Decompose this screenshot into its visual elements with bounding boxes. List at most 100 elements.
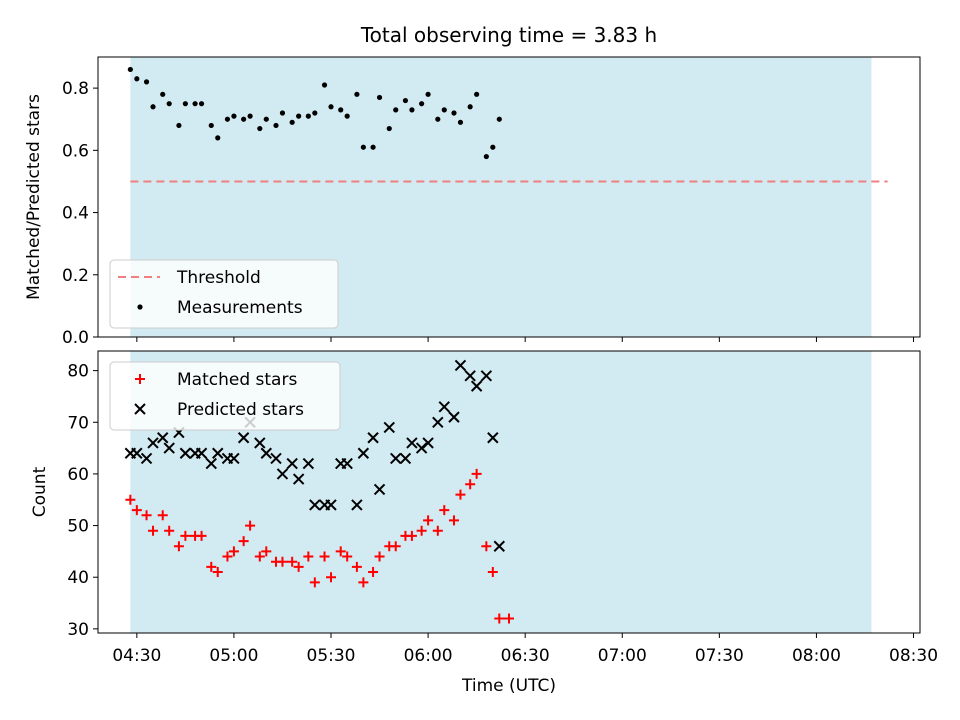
- matched-star-point: [309, 577, 320, 588]
- y-tick-label: 40: [67, 568, 89, 588]
- measurement-point: [474, 91, 480, 97]
- matched-star-point: [439, 505, 450, 516]
- predicted-star-point: [470, 380, 483, 392]
- ratio-panel: 0.0 0.2 0.4 0.6 0.8 Matched/Predicted stars Th…: [24, 56, 921, 348]
- legend-label: Threshold: [176, 268, 261, 288]
- matched-star-point: [148, 525, 159, 536]
- count-panel: 30 40 50 60 70 80 04:30 05:00 05:30 06:00 06:30 07:…: [30, 350, 938, 666]
- x-axis-label: Time (UTC): [461, 676, 556, 696]
- matched-star-point: [326, 572, 337, 583]
- predicted-star-point: [157, 432, 169, 444]
- measurement-point: [402, 97, 409, 104]
- matched-star-point: [212, 567, 223, 578]
- predicted-star-point: [212, 447, 224, 459]
- x-tick-label: 06:30: [501, 646, 550, 666]
- y-tick-label: 0.8: [62, 79, 89, 99]
- measurement-point: [467, 104, 473, 110]
- x-tick-label: 06:00: [404, 646, 453, 666]
- measurement-point: [134, 76, 140, 82]
- measurement-point: [393, 107, 399, 113]
- matched-star-point: [238, 536, 249, 547]
- y-tick-label: 60: [67, 465, 89, 485]
- predicted-star-point: [438, 401, 450, 413]
- matched-star-point: [180, 530, 191, 541]
- predicted-star-point: [454, 359, 467, 372]
- matched-star-point: [293, 561, 304, 572]
- predicted-star-point: [163, 442, 175, 454]
- predicted-star-point: [276, 468, 289, 480]
- measurement-point: [328, 104, 334, 110]
- matched-star-point: [494, 613, 505, 624]
- matched-star-point: [222, 551, 233, 562]
- matched-star-point: [455, 489, 466, 500]
- predicted-star-point: [351, 499, 363, 511]
- matched-star-point: [487, 567, 498, 578]
- measurement-point: [241, 116, 247, 122]
- x-tick-label: 07:00: [598, 646, 647, 666]
- measurement-point: [305, 113, 311, 119]
- predicted-star-point: [341, 457, 353, 470]
- predicted-star-point: [464, 370, 476, 382]
- measurement-point: [192, 101, 198, 107]
- measurement-point: [483, 153, 489, 160]
- y-axis-label: Count: [30, 466, 50, 517]
- measurement-point: [338, 107, 344, 113]
- matched-star-point: [173, 541, 184, 552]
- predicted-star-point: [292, 473, 305, 485]
- predicted-star-point: [179, 447, 192, 459]
- measurement-point: [143, 79, 150, 85]
- x-tick-label: 08:30: [889, 646, 938, 666]
- predicted-star-point: [480, 370, 493, 382]
- predicted-star-point: [325, 499, 337, 511]
- measurement-point: [419, 101, 425, 107]
- measurement-point: [247, 113, 253, 119]
- y-axis-label: Matched/Predicted stars: [24, 94, 44, 300]
- measurement-point: [321, 82, 328, 88]
- y-tick-label: 0.0: [62, 328, 89, 348]
- matched-star-point: [254, 551, 265, 562]
- matched-star-point: [335, 546, 346, 557]
- matched-star-point: [228, 546, 239, 557]
- y-tick-label: 0.6: [62, 141, 89, 161]
- matched-star-point: [465, 479, 476, 490]
- predicted-star-point: [237, 432, 250, 444]
- measurement-point: [176, 122, 182, 129]
- matched-star-point: [245, 520, 256, 531]
- matched-star-point: [423, 515, 434, 526]
- measurement-point: [312, 110, 318, 116]
- matched-star-point: [277, 556, 288, 567]
- predicted-star-point: [195, 447, 208, 459]
- matched-star-point: [342, 551, 353, 562]
- measurement-point: [451, 110, 457, 116]
- predicted-star-point: [260, 447, 272, 459]
- measurement-point: [409, 107, 415, 113]
- predicted-star-point: [448, 411, 460, 423]
- legend-box: [109, 259, 339, 329]
- predicted-star-point: [487, 432, 499, 444]
- measurement-point: [208, 122, 214, 129]
- matched-star-point: [206, 561, 217, 572]
- predicted-star-point: [286, 457, 298, 470]
- y-tick-label: 50: [67, 517, 89, 537]
- predicted-star-point: [493, 540, 505, 552]
- measurement-point: [279, 110, 286, 116]
- matched-star-point: [303, 551, 314, 562]
- matched-star-point: [319, 551, 330, 562]
- measurement-point: [360, 144, 366, 150]
- measurement-point: [166, 101, 172, 107]
- measurement-point: [354, 91, 360, 97]
- matched-star-point: [416, 525, 427, 536]
- predicted-star-point: [422, 437, 434, 449]
- matched-star-point: [374, 551, 385, 562]
- measurement-point: [263, 116, 269, 122]
- legend: Threshold Measurements: [109, 259, 339, 329]
- measurement-point: [273, 122, 279, 129]
- x-tick-label: 07:30: [695, 646, 744, 666]
- x-tick-label: 04:30: [112, 646, 161, 666]
- legend-measurement-swatch: [137, 304, 143, 310]
- matched-star-point: [261, 546, 272, 557]
- predicted-star-point: [131, 447, 143, 459]
- measurement-point: [257, 125, 263, 132]
- measurement-point: [457, 119, 464, 125]
- measurement-point: [370, 144, 376, 150]
